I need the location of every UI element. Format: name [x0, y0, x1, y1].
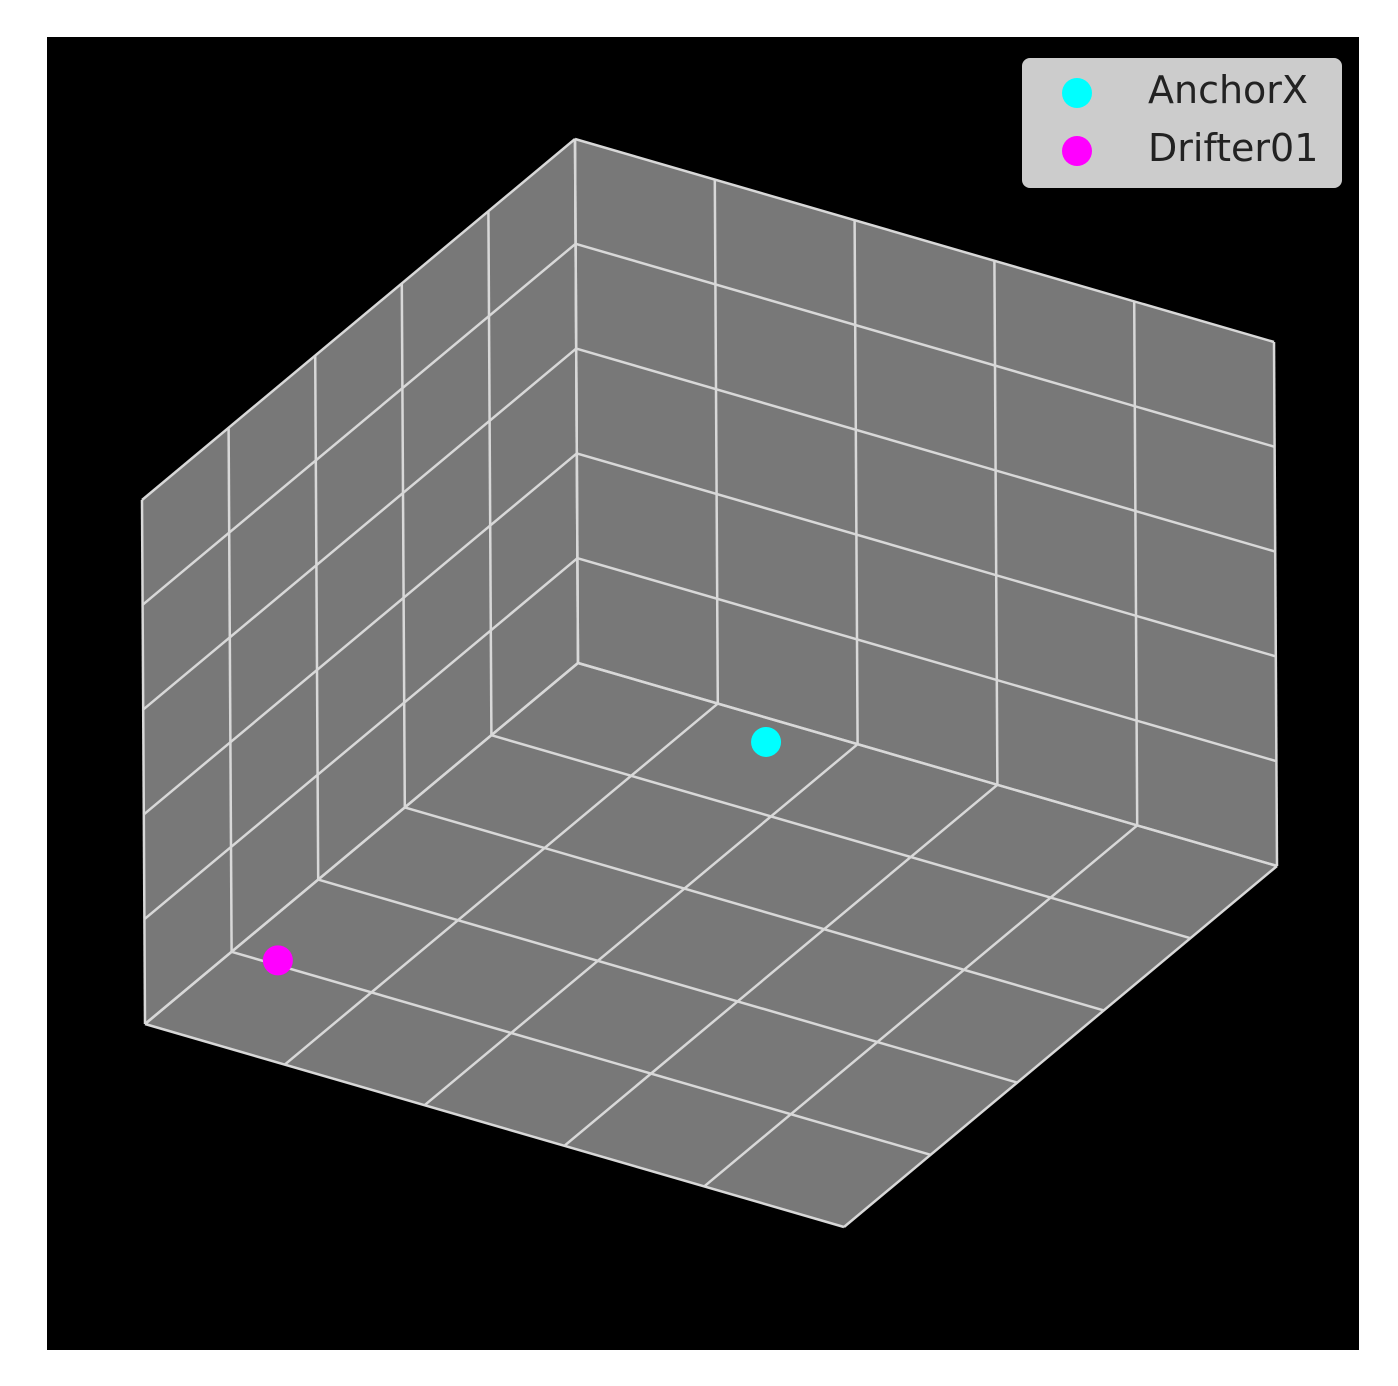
data-point-drifter01	[262, 945, 293, 976]
left-pane	[142, 139, 578, 1024]
grid-line	[853, 220, 859, 745]
grid-line	[144, 1022, 845, 1229]
grid-line	[576, 452, 1277, 658]
grid-line	[993, 260, 999, 785]
3d-axes	[140, 137, 1279, 1229]
grid-line	[141, 138, 576, 501]
grid-line	[713, 179, 720, 704]
grid-line	[423, 743, 859, 1107]
grid-line	[144, 662, 579, 1025]
axis-panes	[142, 139, 1277, 1227]
grid-line	[574, 137, 1275, 344]
legend-entry-anchorx: AnchorX	[1022, 64, 1342, 120]
grid-line	[575, 347, 1276, 553]
grid-line	[573, 138, 580, 664]
data-points	[262, 726, 782, 976]
legend-entry-drifter01: Drifter01	[1022, 122, 1342, 178]
grid-line	[1132, 301, 1139, 826]
grid-line	[283, 702, 719, 1066]
legend-marker-anchorx	[1062, 78, 1092, 108]
grid-line	[231, 950, 931, 1157]
grid-line	[143, 557, 579, 921]
legend-label-drifter01: Drifter01	[1148, 126, 1319, 170]
grid-line	[491, 733, 1191, 940]
grid-line	[141, 242, 577, 606]
grid-line	[142, 347, 578, 711]
grid-line	[142, 452, 578, 816]
legend-marker-drifter01	[1062, 136, 1092, 166]
grid-line	[563, 783, 999, 1147]
plot-area	[47, 37, 1359, 1350]
grid-line	[577, 661, 1278, 868]
data-point-anchorx	[751, 726, 782, 757]
back-pane	[575, 139, 1277, 866]
floor-pane	[145, 663, 1277, 1227]
grid-line	[487, 211, 493, 736]
grid-line	[577, 556, 1277, 763]
grid-line	[1272, 341, 1279, 867]
grid-line	[313, 355, 320, 880]
grid-line	[575, 242, 1275, 449]
grid-lines	[140, 137, 1279, 1229]
grid-line	[317, 878, 1018, 1084]
grid-line	[400, 283, 407, 808]
grid-line	[227, 427, 233, 952]
legend-label-anchorx: AnchorX	[1148, 68, 1308, 112]
grid-line	[140, 499, 147, 1025]
grid-line	[703, 824, 1139, 1188]
grid-line	[404, 806, 1105, 1012]
grid-line	[843, 865, 1278, 1228]
legend: AnchorX Drifter01	[1022, 58, 1342, 188]
